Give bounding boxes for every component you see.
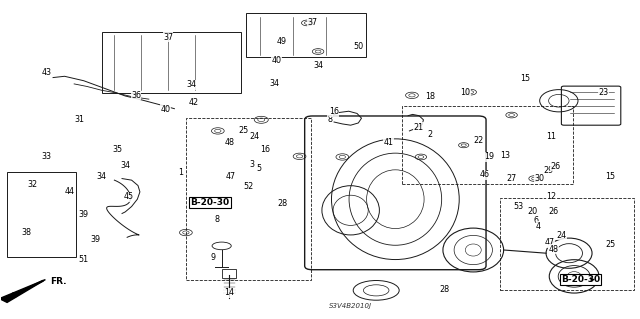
- Text: 34: 34: [186, 80, 196, 89]
- Text: 47: 47: [225, 172, 236, 181]
- Text: 34: 34: [121, 161, 131, 170]
- Text: 1: 1: [179, 168, 183, 177]
- Text: 51: 51: [79, 255, 89, 264]
- Text: 11: 11: [546, 132, 556, 141]
- Text: 53: 53: [513, 202, 523, 211]
- Text: 20: 20: [527, 207, 538, 216]
- Text: B-20-30: B-20-30: [191, 198, 230, 207]
- Text: 34: 34: [269, 79, 279, 88]
- Text: 3: 3: [249, 160, 254, 169]
- Text: 48: 48: [224, 138, 234, 147]
- Text: 49: 49: [276, 38, 287, 47]
- Text: S3V4B2010J: S3V4B2010J: [329, 303, 372, 309]
- Text: 42: 42: [189, 98, 198, 107]
- Bar: [402, 106, 573, 184]
- Text: 16: 16: [329, 108, 339, 116]
- Text: 46: 46: [480, 170, 490, 179]
- Bar: [222, 269, 236, 278]
- Bar: [500, 197, 634, 290]
- Text: 8: 8: [328, 115, 333, 124]
- Text: 16: 16: [260, 145, 270, 154]
- Bar: [102, 32, 241, 93]
- Text: 31: 31: [74, 115, 84, 124]
- Text: 9: 9: [210, 253, 215, 262]
- Text: 5: 5: [256, 164, 261, 173]
- Text: 13: 13: [500, 151, 510, 160]
- Text: 37: 37: [307, 19, 317, 27]
- Polygon shape: [0, 279, 45, 302]
- Text: 29: 29: [543, 166, 554, 175]
- Text: 15: 15: [520, 74, 531, 83]
- Text: 47: 47: [545, 238, 555, 247]
- Bar: [186, 118, 311, 280]
- Text: 4: 4: [536, 222, 541, 231]
- Text: 33: 33: [42, 152, 52, 161]
- Text: 14: 14: [224, 288, 234, 297]
- Text: 21: 21: [413, 122, 424, 132]
- Text: 8: 8: [214, 215, 219, 224]
- Text: 28: 28: [440, 285, 449, 294]
- Text: 52: 52: [243, 182, 253, 191]
- Text: 35: 35: [113, 145, 123, 154]
- Text: 23: 23: [598, 88, 609, 97]
- Text: 39: 39: [79, 210, 89, 219]
- Text: 18: 18: [425, 92, 435, 101]
- Text: 36: 36: [131, 91, 141, 100]
- Text: 40: 40: [271, 56, 282, 65]
- Bar: [7, 172, 76, 257]
- Text: 26: 26: [550, 162, 560, 171]
- Text: 25: 25: [238, 126, 248, 135]
- Text: 30: 30: [534, 174, 544, 183]
- Bar: [246, 13, 366, 57]
- Text: 6: 6: [533, 216, 538, 225]
- Text: 48: 48: [548, 245, 559, 254]
- Text: 25: 25: [605, 240, 616, 249]
- Text: 34: 34: [97, 173, 107, 182]
- Text: 32: 32: [28, 180, 38, 189]
- Text: 34: 34: [314, 61, 324, 70]
- Text: 41: 41: [383, 137, 394, 146]
- Text: 15: 15: [605, 173, 616, 182]
- Text: 28: 28: [277, 199, 287, 208]
- Text: 50: 50: [353, 42, 364, 51]
- Text: 43: 43: [42, 68, 52, 77]
- Text: 10: 10: [461, 88, 470, 97]
- Text: B-20-30: B-20-30: [561, 275, 600, 284]
- Text: 26: 26: [548, 207, 559, 216]
- Text: 37: 37: [163, 33, 173, 42]
- Text: 22: 22: [473, 136, 483, 145]
- Text: 38: 38: [21, 228, 31, 237]
- Text: 24: 24: [556, 231, 566, 240]
- Text: 2: 2: [428, 130, 433, 139]
- Text: 40: 40: [161, 105, 170, 114]
- Text: 12: 12: [546, 192, 556, 202]
- Text: 19: 19: [484, 152, 494, 161]
- Text: FR.: FR.: [51, 277, 67, 286]
- Text: 27: 27: [506, 174, 516, 183]
- Text: 39: 39: [90, 235, 100, 244]
- Text: 45: 45: [124, 192, 134, 202]
- Text: 44: 44: [65, 187, 75, 196]
- Text: 24: 24: [250, 132, 260, 141]
